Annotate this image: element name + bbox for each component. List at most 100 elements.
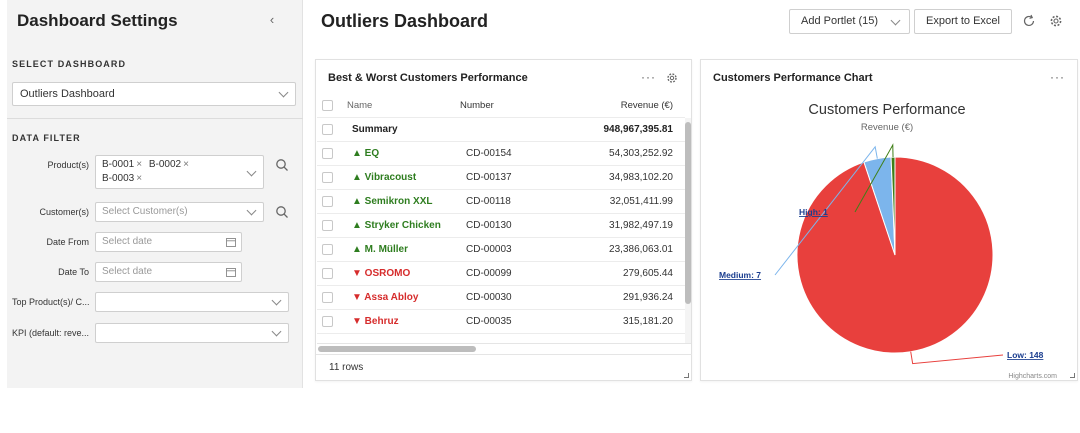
pie-label-connector: [774, 145, 878, 276]
customer-name[interactable]: ▲ M. Müller: [352, 244, 409, 255]
kpi-select[interactable]: [95, 323, 289, 343]
customer-number: CD-00118: [466, 196, 511, 207]
customer-name[interactable]: ▼ OSROMO: [352, 268, 411, 279]
customer-revenue: 31,982,497.19: [609, 220, 673, 231]
data-filter-label: DATA FILTER: [12, 133, 81, 143]
resize-handle-icon[interactable]: [684, 373, 689, 378]
row-checkbox[interactable]: [322, 220, 333, 231]
customer-number: CD-00035: [466, 316, 512, 327]
row-checkbox[interactable]: [322, 316, 333, 327]
select-all-checkbox[interactable]: [322, 100, 333, 111]
gear-icon[interactable]: [666, 72, 678, 84]
customers-performance-chart-portlet: Customers Performance Chart ··· Customer…: [700, 59, 1078, 381]
search-customers-icon[interactable]: [275, 205, 289, 219]
collapse-sidebar-icon[interactable]: ‹: [269, 12, 275, 27]
table-row[interactable]: ▲ Semikron XXL CD-00118 32,051,411.99: [317, 190, 685, 214]
add-portlet-button[interactable]: Add Portlet (15): [789, 9, 910, 34]
row-checkbox[interactable]: [322, 268, 333, 279]
summary-revenue: 948,967,395.81: [603, 124, 673, 135]
more-options-icon[interactable]: ···: [641, 70, 656, 84]
table-header-row: Name Number Revenue (€): [317, 94, 685, 118]
pie-slice-label[interactable]: Low: 148: [1007, 350, 1044, 360]
pie-label-connector: [854, 143, 894, 213]
customer-number: CD-00099: [466, 268, 512, 279]
row-checkbox[interactable]: [322, 292, 333, 303]
search-products-icon[interactable]: [275, 158, 289, 172]
table-row[interactable]: ▲ Vibracoust CD-00137 34,983,102.20: [317, 166, 685, 190]
customer-name[interactable]: ▲ Vibracoust: [352, 172, 417, 183]
export-excel-label: Export to Excel: [926, 15, 1000, 27]
table-row[interactable]: ▲ Stryker Chicken CD-00130 31,982,497.19: [317, 214, 685, 238]
dashboard-select[interactable]: Outliers Dashboard: [12, 82, 296, 106]
table-row[interactable]: ▲ M. Müller CD-00003 23,386,063.01: [317, 238, 685, 262]
page-title: Outliers Dashboard: [321, 11, 489, 31]
customer-name[interactable]: ▼ Behruz: [352, 316, 399, 327]
row-checkbox[interactable]: [322, 244, 333, 255]
remove-tag-icon[interactable]: ×: [136, 173, 143, 184]
remove-tag-icon[interactable]: ×: [183, 159, 189, 170]
sidebar-divider: [7, 118, 303, 119]
customer-number: CD-00154: [466, 148, 512, 159]
table-row[interactable]: ▲ EQ CD-00154 54,303,252.92: [317, 142, 685, 166]
column-header-number[interactable]: Number: [460, 100, 494, 111]
customers-table: Name Number Revenue (€) Summary 948,967,…: [317, 94, 691, 344]
gear-icon[interactable]: [1049, 14, 1063, 28]
portlet-title: Customers Performance Chart: [713, 72, 873, 84]
table-footer-divider: [316, 354, 692, 355]
more-options-icon[interactable]: ···: [1050, 70, 1065, 84]
customer-number: CD-00003: [466, 244, 512, 255]
chevron-down-icon: [246, 205, 257, 216]
date-from-label: Date From: [46, 237, 89, 247]
column-header-revenue[interactable]: Revenue (€): [620, 100, 673, 111]
product-tag: B-0002 ×: [148, 159, 189, 170]
chart-title: Customers Performance: [808, 102, 965, 118]
chevron-down-icon: [890, 15, 901, 26]
customer-name[interactable]: ▲ Semikron XXL: [352, 196, 433, 207]
customer-revenue: 23,386,063.01: [609, 244, 673, 255]
top-products-label: Top Product(s)/ C...: [12, 297, 90, 307]
pie-slice-label[interactable]: Medium: 7: [719, 270, 761, 280]
date-to-input[interactable]: Select date: [95, 262, 242, 282]
pie-slice[interactable]: [890, 156, 896, 256]
products-multiselect[interactable]: B-0001 × B-0002 × B-0003 ×: [95, 155, 264, 189]
remove-tag-icon[interactable]: ×: [136, 159, 143, 170]
summary-label: Summary: [352, 124, 398, 135]
select-dashboard-label: SELECT DASHBOARD: [12, 59, 127, 69]
customers-placeholder: Select Customer(s): [102, 206, 188, 217]
pie-label-connector: [910, 351, 1004, 365]
customers-label: Customer(s): [39, 207, 89, 217]
table-row[interactable]: ▼ OSROMO CD-00099 279,605.44: [317, 262, 685, 286]
table-row[interactable]: ▼ Behruz CD-00035 315,181.20: [317, 310, 685, 334]
customer-name[interactable]: ▲ Stryker Chicken: [352, 220, 441, 231]
row-checkbox[interactable]: [322, 172, 333, 183]
refresh-icon[interactable]: [1022, 14, 1036, 28]
summary-row: Summary 948,967,395.81: [317, 118, 685, 142]
chart-credits[interactable]: Highcharts.com: [1008, 373, 1057, 380]
column-header-name[interactable]: Name: [347, 100, 373, 111]
customer-number: CD-00030: [466, 292, 512, 303]
best-worst-customers-portlet: Best & Worst Customers Performance ··· N…: [315, 59, 692, 381]
customers-select[interactable]: Select Customer(s): [95, 202, 264, 222]
horizontal-scrollbar-thumb[interactable]: [318, 346, 476, 352]
add-portlet-label: Add Portlet (15): [801, 15, 879, 27]
customer-name[interactable]: ▼ Assa Abloy: [352, 292, 419, 303]
top-products-select[interactable]: [95, 292, 289, 312]
resize-handle-icon[interactable]: [1070, 373, 1075, 378]
customer-name[interactable]: ▲ EQ: [352, 148, 380, 159]
customer-revenue: 34,983,102.20: [609, 172, 673, 183]
vertical-scrollbar-thumb[interactable]: [685, 122, 691, 304]
export-excel-button[interactable]: Export to Excel: [914, 9, 1012, 34]
chevron-down-icon: [246, 166, 257, 177]
table-row[interactable]: ▼ Assa Abloy CD-00030 291,936.24: [317, 286, 685, 310]
date-to-placeholder: Select date: [102, 266, 153, 277]
customer-number: CD-00137: [466, 172, 512, 183]
row-checkbox[interactable]: [322, 196, 333, 207]
row-checkbox[interactable]: [322, 124, 333, 135]
sidebar-title: Dashboard Settings: [17, 11, 178, 30]
date-from-input[interactable]: Select date: [95, 232, 242, 252]
chart-subtitle: Revenue (€): [861, 122, 913, 133]
pie-slice-label[interactable]: High: 1: [799, 207, 828, 217]
row-checkbox[interactable]: [322, 148, 333, 159]
dashboard-select-value: Outliers Dashboard: [20, 88, 115, 100]
customer-revenue: 54,303,252.92: [609, 148, 673, 159]
